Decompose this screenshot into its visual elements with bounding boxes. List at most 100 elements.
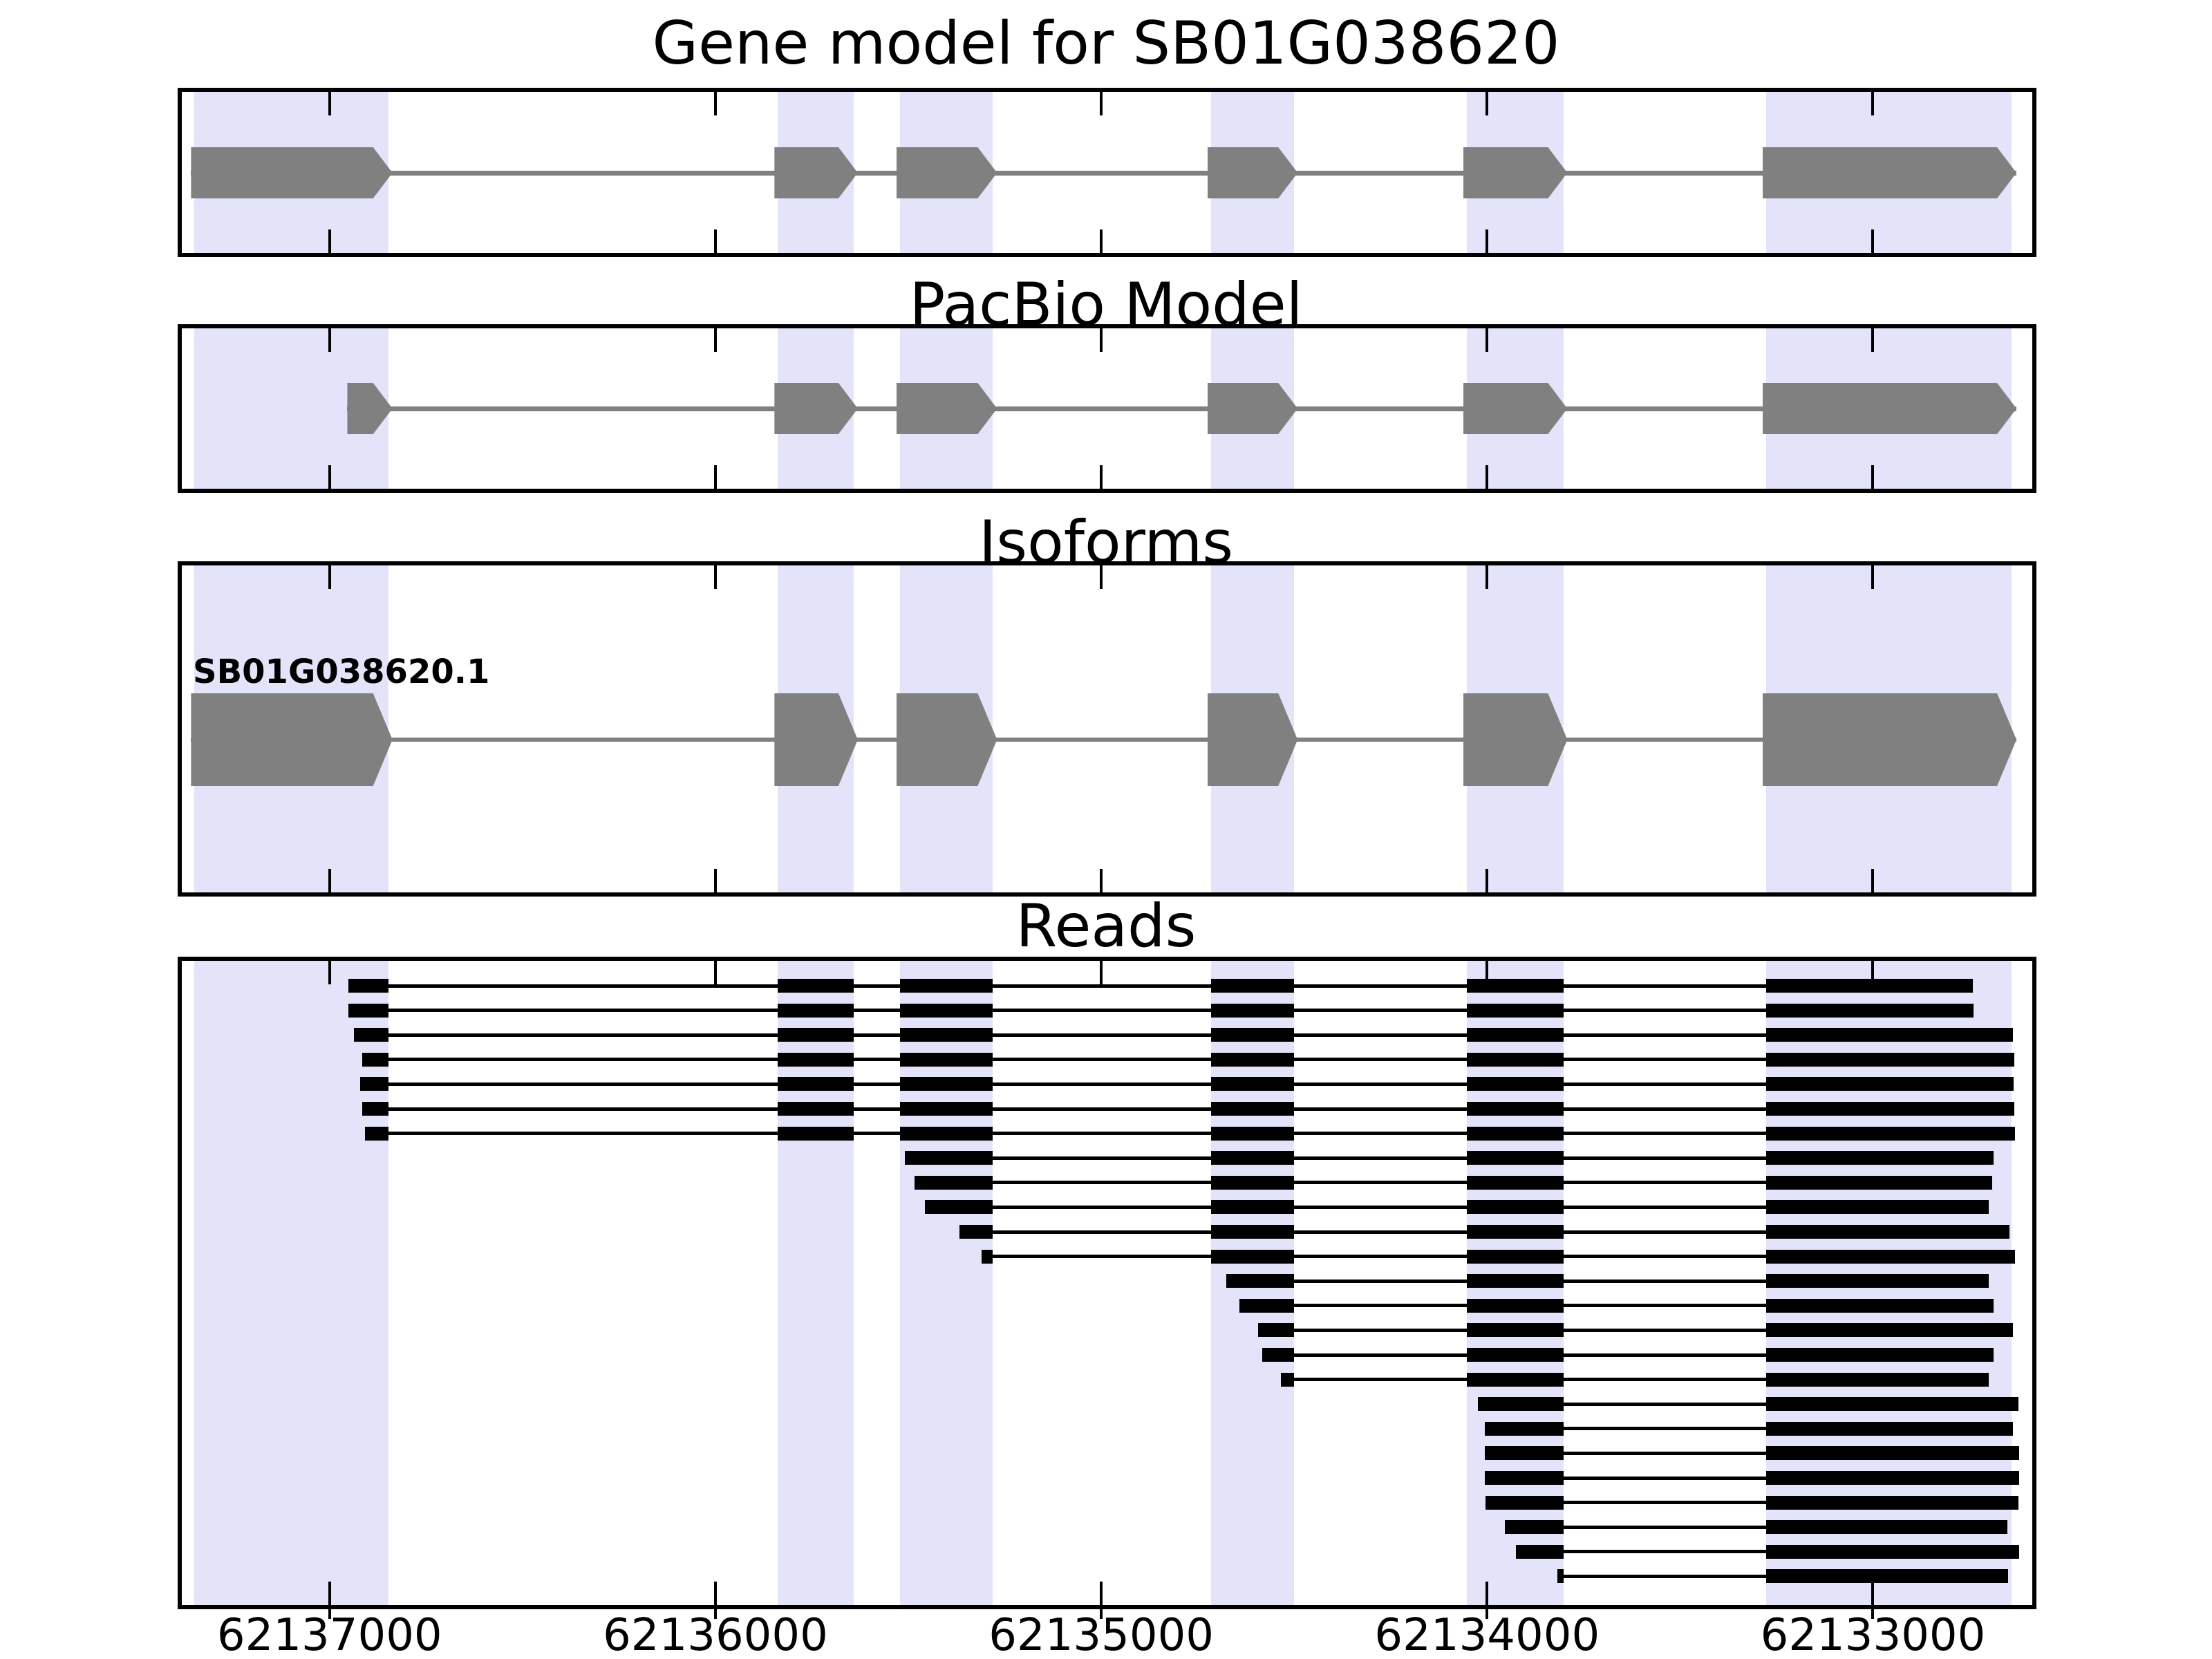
axis-tick <box>1485 869 1489 892</box>
read-intron-line <box>1262 1353 1994 1357</box>
read-exon-segment <box>1765 1151 1994 1165</box>
read-intron-line <box>348 984 1974 988</box>
intron-line <box>191 738 2017 742</box>
read-exon-segment <box>1262 1348 1294 1362</box>
read-exon-segment <box>925 1200 993 1215</box>
exon-arrow <box>1762 383 2017 434</box>
read-exon-segment <box>959 1225 993 1239</box>
exon-arrow <box>896 383 997 434</box>
read-exon-segment <box>1466 1077 1564 1091</box>
axis-tick <box>328 961 331 984</box>
read-exon-segment <box>1765 1126 2015 1141</box>
read-exon-segment <box>1765 1348 1994 1362</box>
read-intron-line <box>1484 1427 2014 1431</box>
read-exon-segment <box>899 1077 993 1091</box>
read-exon-segment <box>1765 1397 2018 1412</box>
read-exon-segment <box>1765 1077 2014 1091</box>
read-intron-line <box>905 1156 1994 1160</box>
read-exon-segment <box>1466 1175 1564 1190</box>
read-exon-segment <box>1765 1569 2009 1584</box>
read-exon-segment <box>1466 1298 1564 1313</box>
read-exon-segment <box>1210 1003 1294 1018</box>
read-intron-line <box>353 1033 2014 1037</box>
read-exon-segment <box>1765 1323 2014 1338</box>
read-exon-segment <box>1466 1126 1564 1141</box>
read-intron-line <box>362 1058 2014 1062</box>
axis-tick <box>328 465 331 489</box>
axis-tick <box>1871 465 1875 489</box>
axis-tick <box>1485 465 1489 489</box>
exon-arrow <box>1207 693 1298 786</box>
axis-tick <box>328 92 331 115</box>
axis-tick <box>1871 961 1875 984</box>
read-exon-segment <box>1765 1421 2014 1436</box>
x-tick-label: 62133000 <box>1760 1610 1986 1659</box>
axis-tick <box>1100 961 1103 984</box>
read-exon-segment <box>1210 1052 1294 1067</box>
panel-reads <box>178 957 2036 1609</box>
exon-highlight-band <box>194 961 388 1605</box>
read-exon-segment <box>981 1249 993 1264</box>
read-exon-segment <box>362 1052 388 1067</box>
read-intron-line <box>362 1107 2014 1111</box>
x-tick-mark <box>1871 1609 1875 1619</box>
axis-tick <box>1485 92 1489 115</box>
axis-tick <box>1485 1582 1489 1605</box>
intron-line <box>347 406 2017 411</box>
read-exon-segment <box>1210 1249 1294 1264</box>
axis-tick <box>1871 229 1875 253</box>
read-intron-line <box>914 1181 1992 1185</box>
read-exon-segment <box>899 1003 993 1018</box>
read-intron-line <box>1484 1476 2019 1480</box>
panel-title-gene-model: Gene model for SB01G038620 <box>652 9 1560 78</box>
read-exon-segment <box>1484 1446 1564 1461</box>
read-exon-segment <box>1257 1323 1294 1338</box>
read-exon-segment <box>778 1052 854 1067</box>
read-exon-segment <box>360 1077 388 1091</box>
axis-tick <box>713 565 717 589</box>
exon-arrow <box>1762 147 2017 198</box>
read-exon-segment <box>899 979 993 993</box>
read-exon-segment <box>1466 1249 1564 1264</box>
read-exon-segment <box>364 1126 388 1141</box>
read-exon-segment <box>1210 1200 1294 1215</box>
read-exon-segment <box>1226 1274 1294 1288</box>
read-exon-segment <box>1210 1175 1294 1190</box>
axis-tick <box>713 92 717 115</box>
read-exon-segment <box>353 1028 388 1042</box>
read-exon-segment <box>1765 1028 2014 1042</box>
exon-arrow <box>896 693 997 786</box>
x-tick-mark <box>328 1609 331 1619</box>
read-intron-line <box>1226 1279 1989 1283</box>
axis-tick <box>1871 565 1875 589</box>
axis-tick <box>713 465 717 489</box>
x-tick-mark <box>713 1609 717 1619</box>
read-exon-segment <box>1210 1126 1294 1141</box>
axis-tick <box>1485 565 1489 589</box>
axis-tick <box>1100 565 1103 589</box>
axis-tick <box>1485 229 1489 253</box>
exon-arrow <box>1463 147 1568 198</box>
axis-tick <box>1100 465 1103 489</box>
read-intron-line <box>1280 1378 1989 1382</box>
axis-tick <box>1100 869 1103 892</box>
read-exon-segment <box>899 1126 993 1141</box>
axis-tick <box>713 869 717 892</box>
panel-isoforms: SB01G038620.1 <box>178 561 2036 897</box>
axis-tick <box>713 1582 717 1605</box>
read-exon-segment <box>778 1028 854 1042</box>
x-tick-label: 62137000 <box>216 1610 442 1659</box>
read-exon-segment <box>1765 1102 2014 1116</box>
read-exon-segment <box>1765 1003 1974 1018</box>
read-intron-line <box>925 1205 1989 1209</box>
axis-tick <box>1100 328 1103 352</box>
read-exon-segment <box>1515 1544 1564 1559</box>
read-intron-line <box>348 1009 1974 1013</box>
read-exon-segment <box>1210 1102 1294 1116</box>
exon-arrow <box>774 383 858 434</box>
axis-tick <box>328 869 331 892</box>
axis-tick <box>328 328 331 352</box>
read-exon-segment <box>1210 1028 1294 1042</box>
read-intron-line <box>360 1082 2014 1086</box>
